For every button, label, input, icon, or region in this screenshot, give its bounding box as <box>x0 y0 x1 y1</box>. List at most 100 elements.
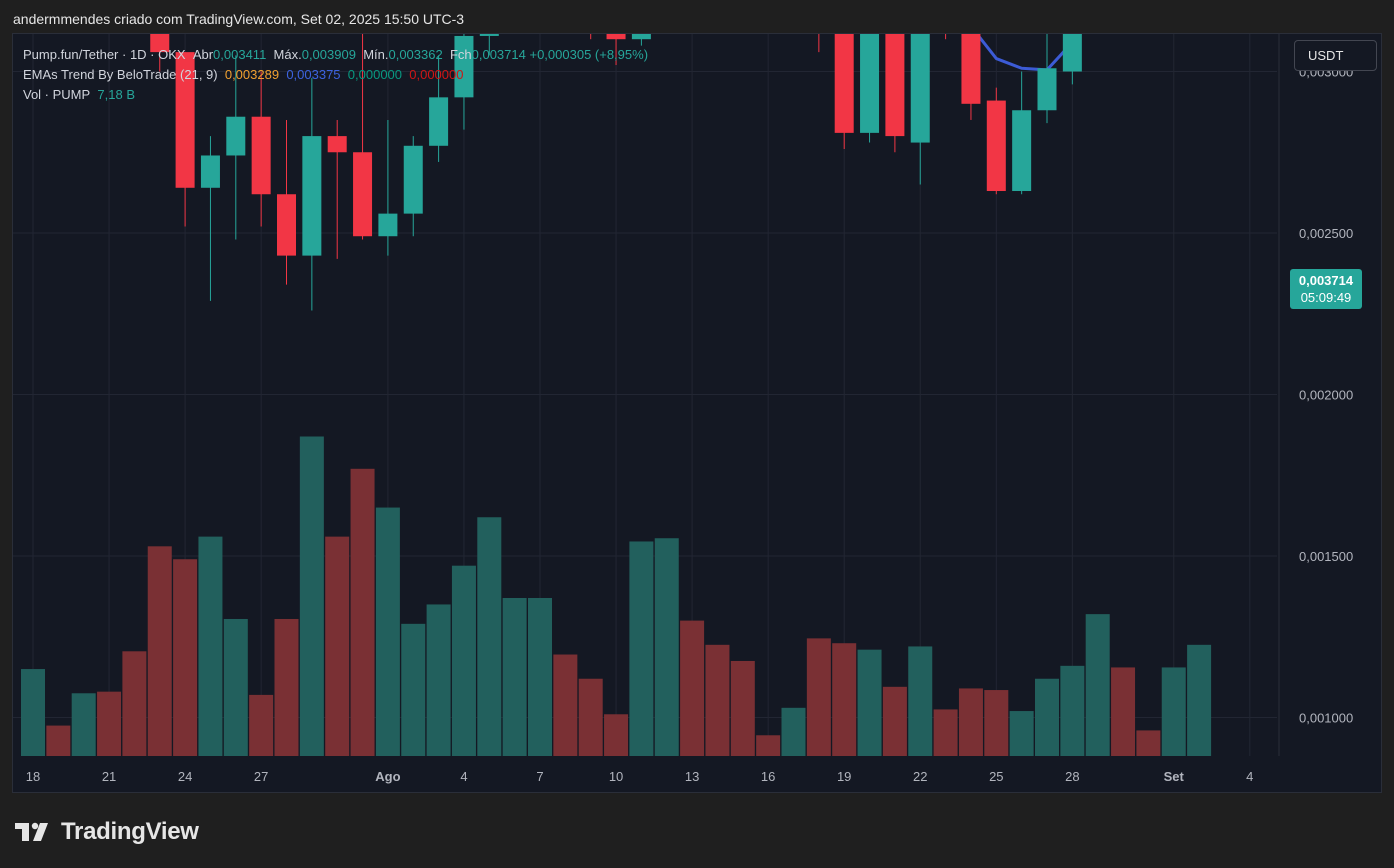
candle <box>302 77 322 311</box>
candle <box>910 34 930 185</box>
time-axis-label: 21 <box>102 769 116 784</box>
volume-bar <box>173 559 198 756</box>
candle <box>226 55 246 240</box>
ema-value-2: 0,003375 <box>286 67 341 82</box>
time-axis-label: 13 <box>685 769 699 784</box>
candle <box>150 34 170 72</box>
candle <box>606 34 626 66</box>
close-label: Fch <box>449 47 472 62</box>
time-axis-label: 27 <box>254 769 268 784</box>
time-axis-label: Set <box>1164 769 1185 784</box>
volume-bar <box>756 735 781 756</box>
volume-bar <box>1035 678 1059 756</box>
candle <box>590 34 592 40</box>
volume-bar <box>578 678 603 756</box>
volume-bar <box>299 436 324 756</box>
candle-body <box>885 34 905 137</box>
volume-bar <box>249 694 274 756</box>
open-value: 0,003411 <box>213 47 267 62</box>
volume-bar <box>426 604 451 756</box>
time-axis-label: 25 <box>989 769 1003 784</box>
candle <box>200 136 220 301</box>
volume-bar <box>604 714 629 756</box>
volume-bar <box>401 623 426 756</box>
high-value: 0,003909 <box>301 47 356 62</box>
price-axis-label: 0,002500 <box>1299 226 1353 241</box>
time-axis-label: 24 <box>178 769 192 784</box>
time-axis-label: 16 <box>761 769 775 784</box>
time-axis-label: 4 <box>1246 769 1253 784</box>
tradingview-logo[interactable]: TradingView <box>15 818 199 846</box>
volume-bar <box>984 690 1009 756</box>
volume-bar <box>629 541 654 756</box>
volume-bar <box>502 597 527 756</box>
volume-bar <box>223 618 248 756</box>
time-axis-label: Ago <box>375 769 400 784</box>
volume-bar <box>274 618 299 756</box>
volume-bar <box>46 725 71 756</box>
volume-bar <box>1085 614 1110 756</box>
volume-bar <box>1136 730 1161 756</box>
chart-panel[interactable]: LSLSL 0,0045000,0040000,0035000,0030000,… <box>12 33 1382 793</box>
time-axis-label: 7 <box>536 769 543 784</box>
volume-bar <box>781 707 806 756</box>
candle-body <box>200 155 220 188</box>
brand-name: TradingView <box>61 818 199 845</box>
candle <box>1012 71 1032 195</box>
candle <box>353 34 373 240</box>
volume-bar <box>71 693 96 756</box>
volume-bar <box>705 644 730 756</box>
ema-indicator-title[interactable]: EMAs Trend By BeloTrade (21, 9) <box>23 67 218 82</box>
volume-label[interactable]: Vol · PUMP <box>23 87 91 102</box>
bar-countdown: 05:09:49 <box>1300 290 1352 305</box>
volume-bar <box>451 565 476 756</box>
candle <box>961 34 981 120</box>
volume-bar <box>908 646 933 756</box>
volume-bar <box>325 536 350 756</box>
candle <box>1037 34 1057 124</box>
change-value: +0,000305 (+8,95%) <box>529 47 649 62</box>
candle-body <box>631 34 651 40</box>
volume-bar <box>553 654 578 756</box>
candle-body <box>150 34 170 53</box>
volume-bar <box>1111 667 1136 756</box>
candlestick-chart[interactable]: LSLSL 0,0045000,0040000,0035000,0030000,… <box>13 34 1381 792</box>
candle-body <box>403 145 423 214</box>
candle-body <box>606 34 626 40</box>
volume-bar <box>1187 644 1212 756</box>
price-axis-label: 0,001000 <box>1299 711 1353 726</box>
candle <box>834 34 854 150</box>
candle <box>986 87 1006 195</box>
low-label: Mín. <box>363 47 389 62</box>
last-price-value: 0,003714 <box>1298 273 1354 288</box>
candle <box>277 119 296 285</box>
volume-bar <box>958 688 983 756</box>
price-axis-label: 0,002000 <box>1299 388 1353 403</box>
ema-value-3: 0,000000 <box>347 67 403 82</box>
time-axis-label: 28 <box>1065 769 1079 784</box>
volume-bar <box>198 536 223 756</box>
tradingview-logo-icon <box>15 821 53 843</box>
volume-bar <box>857 649 882 756</box>
last-price-tag: 0,003714 05:09:49 <box>1290 269 1362 309</box>
candle <box>429 55 449 162</box>
volume-bar <box>1009 711 1034 756</box>
candle-body <box>454 35 474 98</box>
volume-bar <box>122 651 147 756</box>
candle-body <box>1037 68 1057 111</box>
ema-value-4: 0,000000 <box>409 67 464 82</box>
currency-button[interactable]: USDT <box>1294 40 1377 71</box>
candle <box>454 34 474 130</box>
time-axis-label: 10 <box>609 769 623 784</box>
legend-symbol[interactable]: Pump.fun/Tether · 1D · OKX <box>23 47 186 62</box>
legend-volume-row[interactable]: Vol · PUMP 7,18 B <box>23 85 648 105</box>
legend-ohlc-row[interactable]: Pump.fun/Tether · 1D · OKX Abr0,003411 M… <box>23 45 648 65</box>
candle-body <box>327 136 347 153</box>
candle-body <box>479 34 499 36</box>
candle-body <box>226 116 246 156</box>
close-value: 0,003714 <box>471 47 526 62</box>
legend-ema-row[interactable]: EMAs Trend By BeloTrade (21, 9) 0,003289… <box>23 65 648 85</box>
candle <box>860 34 880 143</box>
time-axis-label: 22 <box>913 769 927 784</box>
volume-bar <box>933 709 958 756</box>
